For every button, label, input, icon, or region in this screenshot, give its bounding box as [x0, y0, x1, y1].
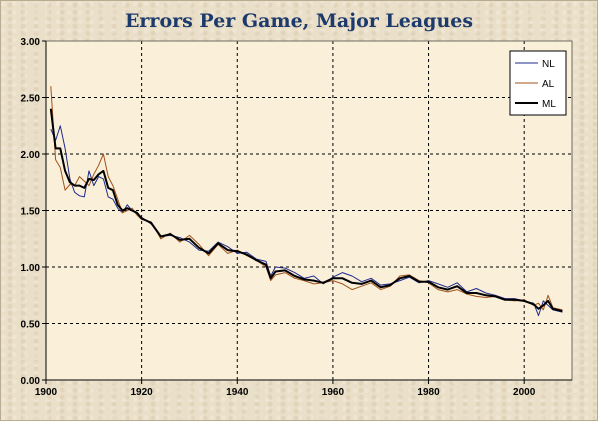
chart-title: Errors Per Game, Major Leagues — [125, 10, 473, 32]
y-tick-label: 3.00 — [21, 37, 41, 48]
legend: NL AL ML — [510, 51, 566, 115]
x-tick-label: 1980 — [417, 387, 440, 398]
legend-label-ml: ML — [542, 99, 556, 110]
y-tick-label: 1.50 — [21, 207, 41, 218]
x-tick-label: 2000 — [513, 387, 536, 398]
plot-area: 0.00 0.50 1.00 1.50 2.00 2.50 3.00 1900 1920 1940… — [21, 37, 572, 398]
y-tick-label: 2.50 — [21, 94, 41, 105]
x-tick-label: 1920 — [131, 387, 154, 398]
y-tick-label: 0.50 — [21, 320, 41, 331]
y-tick-label: 0.00 — [21, 376, 41, 387]
legend-label-nl: NL — [542, 59, 555, 70]
y-tick-label: 1.00 — [21, 263, 41, 274]
x-tick-label: 1940 — [226, 387, 249, 398]
y-tick-label: 2.00 — [21, 150, 41, 161]
x-tick-label: 1960 — [322, 387, 345, 398]
legend-label-al: AL — [542, 79, 555, 90]
x-tick-label: 1900 — [35, 387, 58, 398]
